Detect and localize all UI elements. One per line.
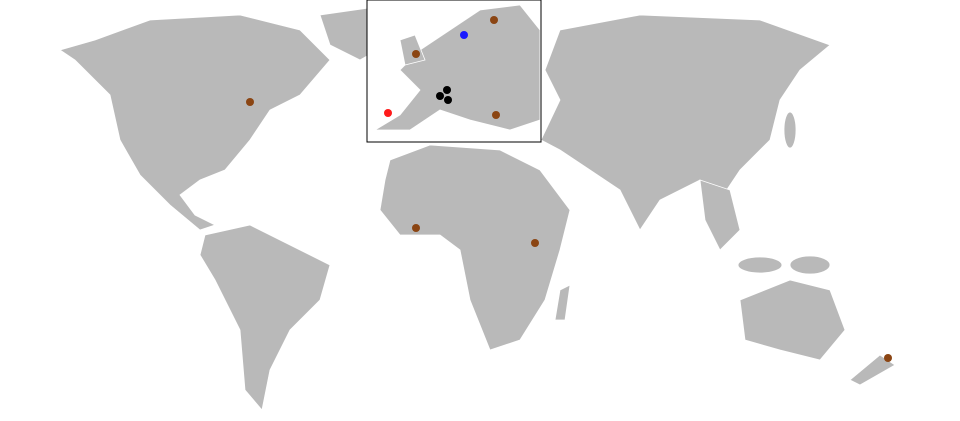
island bbox=[789, 255, 831, 275]
europe-inset bbox=[366, 0, 542, 143]
eurasia bbox=[540, 14, 831, 231]
marker bbox=[460, 31, 468, 39]
island bbox=[783, 111, 797, 149]
island bbox=[737, 256, 783, 274]
africa bbox=[379, 144, 571, 351]
marker bbox=[246, 98, 254, 106]
europe bbox=[373, 4, 541, 131]
marker bbox=[443, 86, 451, 94]
britain bbox=[399, 34, 426, 66]
marker bbox=[492, 111, 500, 119]
australia bbox=[739, 279, 846, 361]
north-america bbox=[59, 14, 331, 231]
marker bbox=[412, 224, 420, 232]
marker bbox=[436, 92, 444, 100]
south-america bbox=[199, 224, 331, 411]
marker bbox=[531, 239, 539, 247]
new-zealand bbox=[849, 354, 896, 386]
marker bbox=[412, 50, 420, 58]
land bbox=[59, 4, 896, 411]
southeast-asia bbox=[699, 179, 741, 251]
marker bbox=[884, 354, 892, 362]
markers bbox=[246, 16, 892, 362]
madagascar bbox=[554, 284, 571, 321]
marker bbox=[384, 109, 392, 117]
marker bbox=[444, 96, 452, 104]
marker bbox=[490, 16, 498, 24]
